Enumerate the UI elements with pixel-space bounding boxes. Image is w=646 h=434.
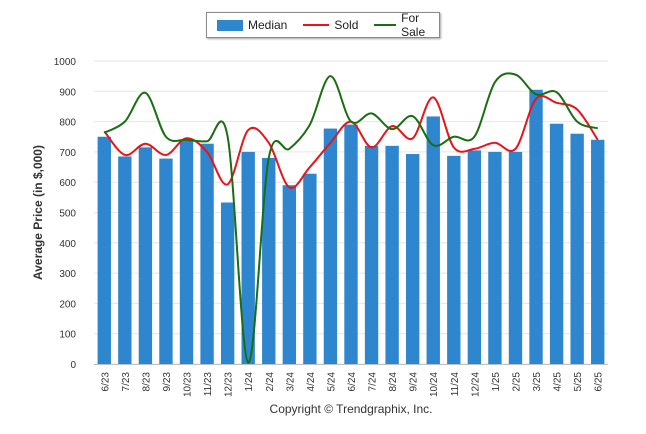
x-tick-label: 10/23 (183, 372, 194, 397)
x-tick-label: 8/24 (388, 372, 399, 392)
y-tick-label: 300 (59, 269, 76, 280)
y-tick-label: 700 (59, 148, 76, 159)
x-tick-label: 1/24 (244, 372, 255, 392)
y-tick-label: 100 (59, 330, 76, 341)
legend-label-median: Median (248, 18, 288, 32)
bar-median (529, 89, 543, 364)
bar-median (344, 124, 358, 364)
y-tick-label: 0 (70, 360, 76, 371)
bar-median (220, 202, 235, 364)
bar-median (282, 185, 297, 364)
y-tick-label: 900 (59, 87, 76, 98)
legend-swatch-sold (303, 24, 330, 26)
x-tick-label: 3/24 (285, 372, 296, 392)
x-tick-label: 7/23 (121, 372, 132, 392)
y-tick-label: 600 (59, 178, 76, 189)
bar-median (508, 151, 523, 364)
y-tick-label: 1000 (54, 57, 77, 68)
legend-swatch-median (217, 19, 243, 31)
bar-median (200, 143, 214, 364)
y-tick-label: 500 (59, 209, 76, 220)
x-tick-label: 12/23 (224, 372, 235, 397)
legend-item-for-sale: For Sale (374, 11, 439, 39)
x-tick-label: 9/23 (162, 372, 173, 392)
x-tick-label: 11/23 (203, 372, 214, 397)
bar-median (426, 116, 440, 364)
bar-median (549, 123, 564, 364)
x-tick-label: 5/25 (573, 372, 584, 392)
x-tick-label: 11/24 (450, 372, 461, 397)
bar-median (179, 139, 194, 364)
line-for-sale (103, 72, 599, 364)
y-tick-label: 800 (59, 118, 76, 129)
x-tick-label: 10/24 (429, 372, 440, 397)
y-axis-title: Average Price (in $,000) (31, 145, 45, 280)
legend-label-sold: Sold (334, 18, 359, 32)
x-tick-label: 1/25 (491, 372, 502, 392)
bar-median (159, 158, 173, 364)
bar-median (385, 145, 399, 364)
bar-median (591, 139, 605, 364)
bar-median (97, 136, 111, 364)
x-tick-label: 6/24 (347, 372, 358, 392)
bar-median (241, 151, 255, 364)
legend: Median Sold For Sale (206, 11, 440, 39)
x-tick-label: 4/25 (553, 372, 564, 392)
copyright-text: Copyright © Trendgraphix, Inc. (269, 402, 433, 416)
bar-median (488, 151, 502, 364)
bar-median (323, 128, 338, 364)
x-tick-label: 5/24 (326, 372, 337, 392)
x-tick-label: 7/24 (368, 372, 379, 392)
x-tick-label: 9/24 (409, 372, 420, 392)
bar-median (467, 150, 482, 364)
bar-median (138, 147, 153, 364)
bar-median (364, 145, 379, 364)
bar-median (262, 157, 276, 364)
x-tick-label: 6/23 (100, 372, 111, 392)
x-tick-label: 2/25 (511, 372, 522, 392)
x-tick-label: 4/24 (306, 372, 317, 392)
x-tick-label: 3/25 (532, 372, 543, 392)
bar-median (570, 133, 584, 364)
legend-swatch-for-sale (374, 24, 397, 26)
legend-item-median: Median (217, 18, 287, 32)
x-tick-label: 2/24 (265, 372, 276, 392)
bar-median (405, 154, 420, 364)
x-tick-label: 12/24 (470, 372, 481, 397)
bar-median (447, 155, 461, 364)
x-tick-label: 6/25 (594, 372, 605, 392)
legend-item-sold: Sold (303, 18, 358, 32)
bar-median (303, 173, 317, 364)
bar-median (118, 156, 132, 364)
x-tick-label: 8/23 (141, 372, 152, 392)
y-tick-label: 400 (59, 239, 76, 250)
y-tick-label: 200 (59, 299, 76, 310)
legend-label-for-sale: For Sale (401, 11, 426, 39)
